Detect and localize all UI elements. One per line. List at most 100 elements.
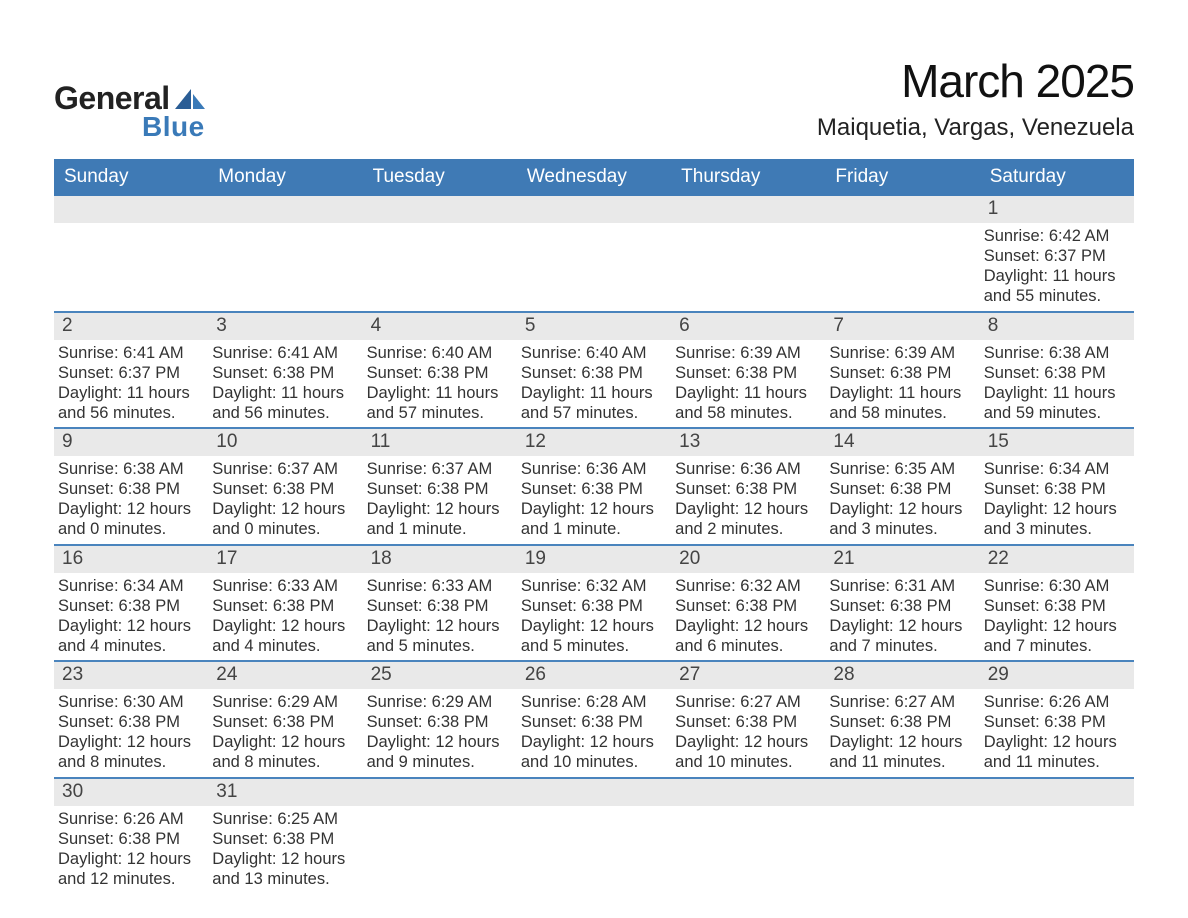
day-body: Sunrise: 6:41 AMSunset: 6:38 PMDaylight:… — [208, 340, 362, 428]
day-body: Sunrise: 6:36 AMSunset: 6:38 PMDaylight:… — [671, 456, 825, 544]
page-subtitle: Maiquetia, Vargas, Venezuela — [817, 114, 1134, 142]
dow-header: Friday — [825, 159, 979, 196]
calendar-cell: 18Sunrise: 6:33 AMSunset: 6:38 PMDayligh… — [363, 546, 517, 661]
day-body — [517, 806, 671, 893]
daylight-line-1: Daylight: 12 hours — [212, 499, 358, 519]
daylight-line-2: and 55 minutes. — [984, 286, 1130, 306]
calendar-cell: 5Sunrise: 6:40 AMSunset: 6:38 PMDaylight… — [517, 313, 671, 428]
dow-header: Monday — [208, 159, 362, 196]
day-number: 4 — [363, 313, 517, 340]
calendar-cell — [54, 196, 208, 311]
calendar-cell: 29Sunrise: 6:26 AMSunset: 6:38 PMDayligh… — [980, 662, 1134, 777]
daylight-line-1: Daylight: 12 hours — [829, 616, 975, 636]
day-number: 1 — [980, 196, 1134, 223]
sunset-line: Sunset: 6:37 PM — [984, 246, 1130, 266]
calendar-cell — [363, 196, 517, 311]
day-body — [980, 806, 1134, 893]
sunset-line: Sunset: 6:38 PM — [675, 363, 821, 383]
day-body: Sunrise: 6:34 AMSunset: 6:38 PMDaylight:… — [980, 456, 1134, 544]
sunrise-line: Sunrise: 6:30 AM — [984, 576, 1130, 596]
daylight-line-2: and 57 minutes. — [367, 403, 513, 423]
calendar-cell: 28Sunrise: 6:27 AMSunset: 6:38 PMDayligh… — [825, 662, 979, 777]
sunrise-line: Sunrise: 6:33 AM — [367, 576, 513, 596]
sunrise-line: Sunrise: 6:30 AM — [58, 692, 204, 712]
sunset-line: Sunset: 6:38 PM — [829, 712, 975, 732]
day-number: 11 — [363, 429, 517, 456]
daylight-line-1: Daylight: 11 hours — [521, 383, 667, 403]
daylight-line-1: Daylight: 12 hours — [984, 616, 1130, 636]
daylight-line-1: Daylight: 12 hours — [675, 616, 821, 636]
calendar-cell: 8Sunrise: 6:38 AMSunset: 6:38 PMDaylight… — [980, 313, 1134, 428]
sunrise-line: Sunrise: 6:37 AM — [367, 459, 513, 479]
day-number: 21 — [825, 546, 979, 573]
sunrise-line: Sunrise: 6:33 AM — [212, 576, 358, 596]
daylight-line-1: Daylight: 12 hours — [58, 616, 204, 636]
calendar-cell: 2Sunrise: 6:41 AMSunset: 6:37 PMDaylight… — [54, 313, 208, 428]
day-number — [980, 779, 1134, 806]
sunset-line: Sunset: 6:38 PM — [829, 363, 975, 383]
sunset-line: Sunset: 6:38 PM — [984, 712, 1130, 732]
calendar-cell: 22Sunrise: 6:30 AMSunset: 6:38 PMDayligh… — [980, 546, 1134, 661]
day-body: Sunrise: 6:28 AMSunset: 6:38 PMDaylight:… — [517, 689, 671, 777]
day-body: Sunrise: 6:26 AMSunset: 6:38 PMDaylight:… — [980, 689, 1134, 777]
daylight-line-1: Daylight: 11 hours — [984, 266, 1130, 286]
daylight-line-1: Daylight: 11 hours — [212, 383, 358, 403]
sunset-line: Sunset: 6:38 PM — [675, 712, 821, 732]
daylight-line-2: and 6 minutes. — [675, 636, 821, 656]
day-body: Sunrise: 6:42 AMSunset: 6:37 PMDaylight:… — [980, 223, 1134, 311]
sunrise-line: Sunrise: 6:29 AM — [212, 692, 358, 712]
sunrise-line: Sunrise: 6:39 AM — [829, 343, 975, 363]
sunrise-line: Sunrise: 6:38 AM — [984, 343, 1130, 363]
daylight-line-2: and 11 minutes. — [984, 752, 1130, 772]
day-body: Sunrise: 6:36 AMSunset: 6:38 PMDaylight:… — [517, 456, 671, 544]
sunrise-line: Sunrise: 6:31 AM — [829, 576, 975, 596]
day-body — [671, 223, 825, 310]
day-body — [671, 806, 825, 893]
sunrise-line: Sunrise: 6:42 AM — [984, 226, 1130, 246]
day-number: 2 — [54, 313, 208, 340]
sunset-line: Sunset: 6:38 PM — [521, 596, 667, 616]
day-number — [208, 196, 362, 223]
day-body: Sunrise: 6:29 AMSunset: 6:38 PMDaylight:… — [208, 689, 362, 777]
daylight-line-1: Daylight: 12 hours — [521, 499, 667, 519]
sunset-line: Sunset: 6:37 PM — [58, 363, 204, 383]
day-number: 25 — [363, 662, 517, 689]
calendar-cell: 21 Sunrise: 6:31 AMSunset: 6:38 PMDayligh… — [825, 546, 979, 661]
calendar-cell: 13Sunrise: 6:36 AMSunset: 6:38 PMDayligh… — [671, 429, 825, 544]
calendar-cell — [517, 196, 671, 311]
sunrise-line: Sunrise: 6:36 AM — [521, 459, 667, 479]
daylight-line-2: and 7 minutes. — [829, 636, 975, 656]
sunset-line: Sunset: 6:38 PM — [367, 479, 513, 499]
daylight-line-1: Daylight: 12 hours — [212, 849, 358, 869]
title-block: March 2025 Maiquetia, Vargas, Venezuela — [817, 54, 1134, 142]
calendar-cell: 12Sunrise: 6:36 AMSunset: 6:38 PMDayligh… — [517, 429, 671, 544]
day-number: 31 — [208, 779, 362, 806]
day-body: Sunrise: 6:32 AMSunset: 6:38 PMDaylight:… — [671, 573, 825, 661]
sunset-line: Sunset: 6:38 PM — [58, 596, 204, 616]
day-body: Sunrise: 6:34 AMSunset: 6:38 PMDaylight:… — [54, 573, 208, 661]
daylight-line-2: and 1 minute. — [367, 519, 513, 539]
sunset-line: Sunset: 6:38 PM — [367, 596, 513, 616]
daylight-line-2: and 8 minutes. — [58, 752, 204, 772]
calendar-cell — [980, 779, 1134, 894]
calendar-cell — [517, 779, 671, 894]
sunset-line: Sunset: 6:38 PM — [829, 596, 975, 616]
calendar-cell: 11Sunrise: 6:37 AMSunset: 6:38 PMDayligh… — [363, 429, 517, 544]
calendar-cell: 15Sunrise: 6:34 AMSunset: 6:38 PMDayligh… — [980, 429, 1134, 544]
sunrise-line: Sunrise: 6:39 AM — [675, 343, 821, 363]
day-number — [517, 196, 671, 223]
day-body: Sunrise: 6:27 AMSunset: 6:38 PMDaylight:… — [671, 689, 825, 777]
calendar-cell: 17Sunrise: 6:33 AMSunset: 6:38 PMDayligh… — [208, 546, 362, 661]
day-number — [363, 779, 517, 806]
sunrise-line: Sunrise: 6:34 AM — [984, 459, 1130, 479]
day-number: 23 — [54, 662, 208, 689]
sunrise-line: Sunrise: 6:38 AM — [58, 459, 204, 479]
dow-header: Tuesday — [363, 159, 517, 196]
daylight-line-2: and 57 minutes. — [521, 403, 667, 423]
daylight-line-1: Daylight: 12 hours — [829, 732, 975, 752]
day-number: 8 — [980, 313, 1134, 340]
day-body: Sunrise: 6:38 AMSunset: 6:38 PMDaylight:… — [54, 456, 208, 544]
sunset-line: Sunset: 6:38 PM — [212, 712, 358, 732]
sunrise-line: Sunrise: 6:28 AM — [521, 692, 667, 712]
daylight-line-2: and 56 minutes. — [212, 403, 358, 423]
